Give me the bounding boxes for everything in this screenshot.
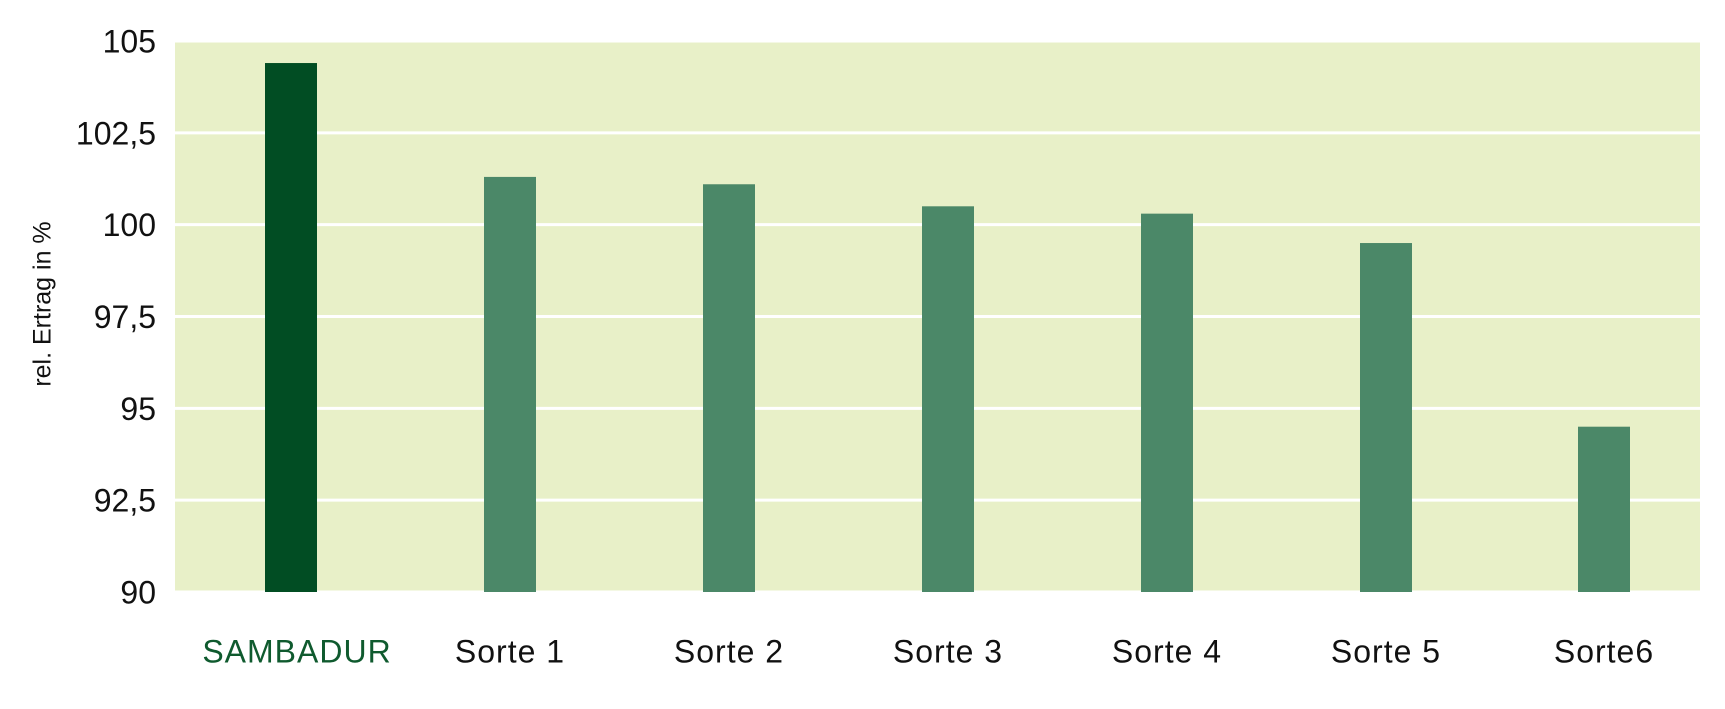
bar — [1578, 426, 1630, 592]
y-tick-label: 92,5 — [94, 483, 156, 519]
bar — [1360, 243, 1412, 593]
x-tick-label: Sorte 4 — [1112, 633, 1222, 669]
y-axis-title: rel. Ertrag in % — [29, 221, 57, 386]
x-tick-label: SAMBADUR — [202, 633, 391, 669]
x-tick-label: Sorte6 — [1554, 633, 1654, 669]
y-tick-label: 95 — [120, 391, 156, 427]
bar — [922, 206, 974, 593]
x-tick-label: Sorte 3 — [893, 633, 1003, 669]
y-tick-label: 97,5 — [94, 299, 156, 335]
bar — [484, 176, 536, 592]
y-tick-label: 90 — [120, 574, 156, 610]
bar — [703, 184, 755, 592]
y-tick-label: 105 — [103, 23, 156, 59]
bar — [1141, 213, 1193, 592]
bar — [265, 63, 317, 593]
x-tick-label: Sorte 2 — [674, 633, 784, 669]
x-tick-label: Sorte 1 — [455, 633, 565, 669]
y-tick-label: 100 — [103, 207, 156, 243]
y-tick-label: 102,5 — [76, 115, 156, 151]
x-tick-label: Sorte 5 — [1331, 633, 1441, 669]
